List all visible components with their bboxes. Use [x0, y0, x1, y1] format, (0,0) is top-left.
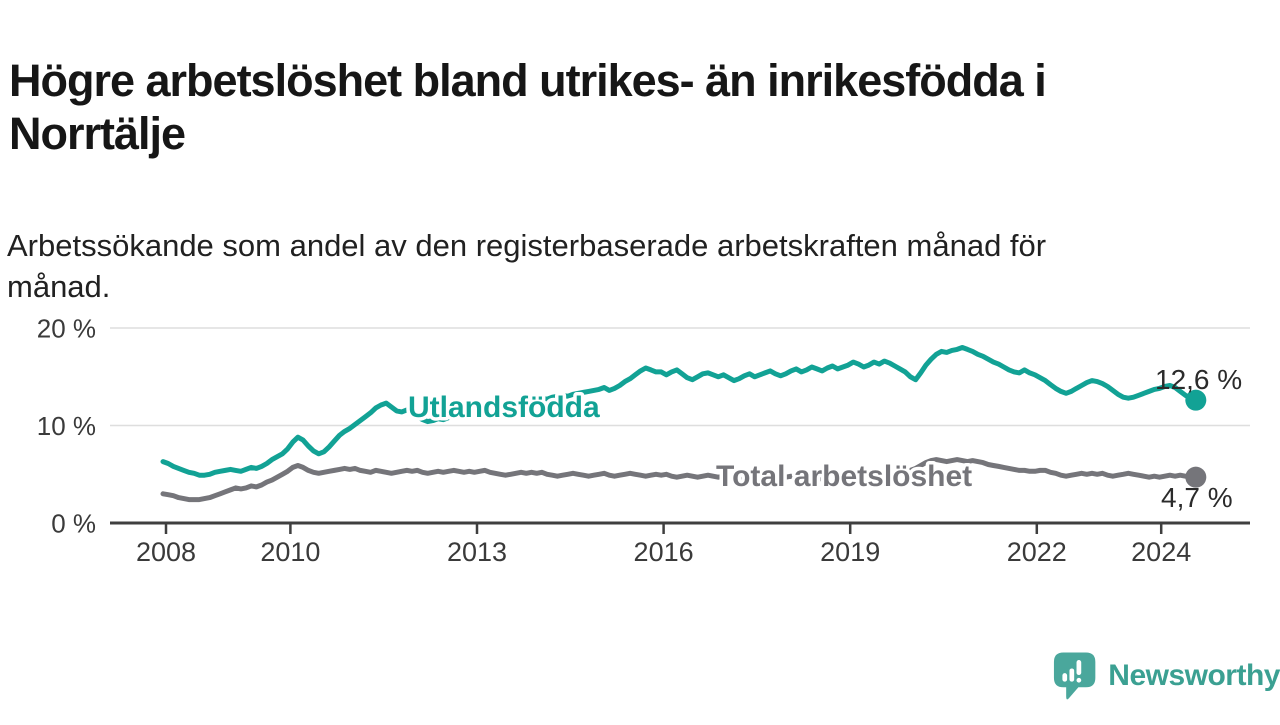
- x-axis-label: 2024: [1131, 537, 1191, 567]
- series-total-inline-label: Total arbetslöshet: [716, 460, 972, 493]
- newsworthy-branding: Newsworthy: [1053, 646, 1280, 706]
- x-axis-label: 2008: [136, 537, 196, 567]
- x-axis-label: 2016: [634, 537, 694, 567]
- page-subtitle: Arbetssökande som andel av den registerb…: [7, 225, 1227, 307]
- x-axis-label: 2019: [820, 537, 880, 567]
- page-subtitle-line2: månad.: [7, 269, 111, 304]
- page-title-line2: Norrtälje: [9, 108, 186, 160]
- page-subtitle-line1: Arbetssökande som andel av den registerb…: [7, 228, 1047, 263]
- y-axis-label: 20 %: [37, 314, 96, 344]
- x-axis-tick-marks: [164, 523, 1163, 534]
- y-axis-label: 10 %: [37, 411, 96, 441]
- y-axis-labels: 0 % 10 % 20 %: [37, 314, 96, 539]
- newsworthy-logo-icon: [1053, 652, 1096, 700]
- y-axis-label: 0 %: [51, 509, 96, 539]
- page-title-line1: Högre arbetslöshet bland utrikes- än inr…: [9, 55, 1047, 107]
- series-total-end-value-label: 4,7 %: [1161, 482, 1233, 513]
- series-foreign-line: [160, 345, 1199, 478]
- page-title: Högre arbetslöshet bland utrikes- än inr…: [9, 54, 1271, 160]
- newsworthy-logo-text: Newsworthy: [1108, 659, 1280, 692]
- gridlines: [110, 327, 1250, 427]
- x-axis-label: 2013: [447, 537, 507, 567]
- x-axis-label: 2010: [260, 537, 320, 567]
- series-foreign-inline-label: Utlandsfödda: [408, 391, 600, 424]
- series-total-line: [160, 457, 1199, 503]
- x-axis-labels: 2008 2010 2013 2016 2019 2022 2024: [136, 537, 1191, 567]
- series-total-endpoint-dot: [1185, 466, 1207, 488]
- series-foreign-end-value-label: 12,6 %: [1155, 364, 1242, 395]
- x-axis-label: 2022: [1007, 537, 1067, 567]
- series-foreign-endpoint-dot: [1185, 389, 1207, 411]
